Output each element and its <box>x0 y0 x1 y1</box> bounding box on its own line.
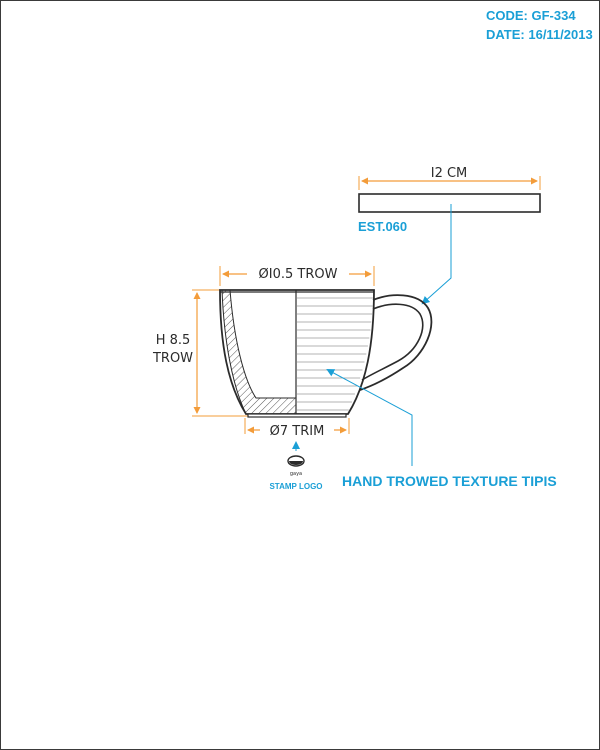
saucer-est-label: EST.060 <box>358 219 407 234</box>
saucer-leader-line <box>421 204 452 305</box>
cup-base-dimension: Ø7 TRIM <box>244 418 350 439</box>
cup-top-dimension: ØI0.5 TROW <box>219 265 375 286</box>
saucer-width-label: I2 CM <box>431 166 468 181</box>
saucer-profile <box>358 193 541 213</box>
cup-drawing <box>219 289 433 418</box>
cup-height-label-line2: TROW <box>152 351 193 366</box>
cup-top-diameter-label: ØI0.5 TROW <box>259 267 338 282</box>
cup-outline <box>219 289 375 415</box>
saucer-dimension: I2 CM <box>358 166 541 190</box>
cup-height-label-line1: H 8.5 <box>156 333 191 348</box>
stamp-logo-callout: gaya STAMP LOGO <box>269 441 323 491</box>
stamp-small-text: gaya <box>290 471 302 477</box>
stamp-logo-label: STAMP LOGO <box>269 482 322 491</box>
date-label: DATE: 16/11/2013 <box>486 27 593 42</box>
cup-wall-section <box>221 289 297 415</box>
texture-label: HAND TROWED TEXTURE TIPIS <box>342 473 557 489</box>
cup-handle <box>359 294 433 391</box>
texture-leader-line <box>326 369 413 466</box>
code-label: CODE: GF-334 <box>486 8 576 23</box>
cup-base-diameter-label: Ø7 TRIM <box>270 424 325 439</box>
cup-height-dimension: H 8.5 TROW <box>152 289 248 417</box>
texture-lines <box>297 297 373 411</box>
cup-foot <box>247 413 347 418</box>
